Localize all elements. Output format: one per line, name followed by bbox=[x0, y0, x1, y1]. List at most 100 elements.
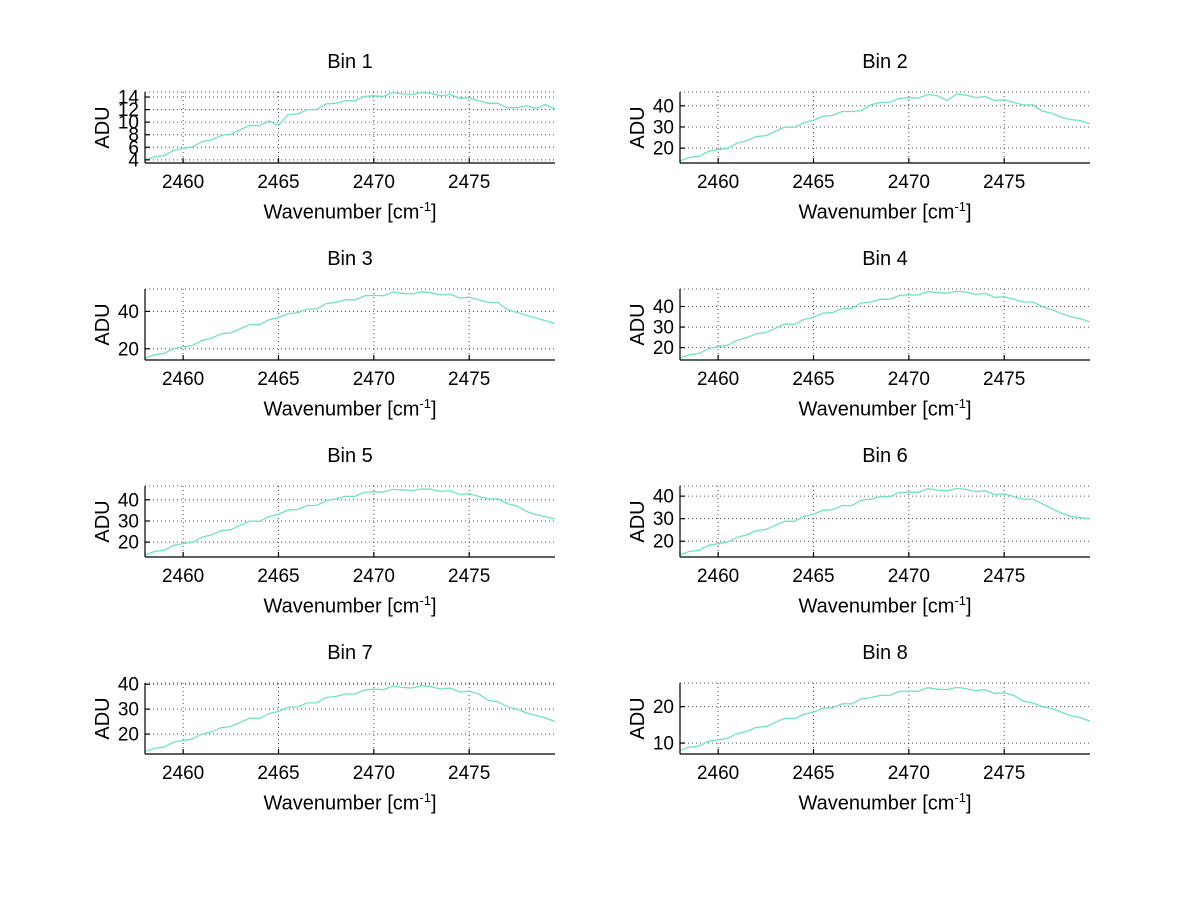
x-tick-label: 2465 bbox=[792, 369, 834, 390]
tick-labels: 2460 2465 2470 2475 10 20 bbox=[653, 697, 1025, 784]
subplot-bin-3: 2460 2465 2470 2475 20 40 Bin 3 ADU Wavenumbe… bbox=[0, 244, 600, 441]
x-axis-label-text: Wavenumber [cm bbox=[263, 595, 420, 618]
x-axis-label-text: Wavenumber [cm bbox=[798, 792, 955, 815]
y-tick-label: 30 bbox=[118, 511, 139, 532]
subplot-bin-2: 2460 2465 2470 2475 20 30 40 Bin 2 ADU Wavenum… bbox=[535, 47, 1135, 244]
x-tick-label: 2475 bbox=[983, 172, 1025, 193]
spectrum-line bbox=[680, 93, 1090, 162]
y-tick-label: 40 bbox=[653, 96, 674, 117]
spectrum-line bbox=[145, 685, 555, 753]
subplot-title: Bin 5 bbox=[327, 445, 373, 467]
grid-lines bbox=[145, 682, 555, 754]
x-axis-label: Wavenumber [cm-1] bbox=[145, 396, 555, 422]
y-tick-label: 12 bbox=[118, 100, 139, 121]
x-axis-label: Wavenumber [cm-1] bbox=[680, 396, 1090, 422]
y-axis-label: ADU bbox=[627, 106, 649, 149]
x-tick-label: 2460 bbox=[162, 172, 204, 193]
grid-lines bbox=[680, 682, 1090, 754]
x-axis-label-text: Wavenumber [cm bbox=[798, 398, 955, 421]
subplot-title: Bin 6 bbox=[862, 445, 908, 467]
subplot-bin-6: 2460 2465 2470 2475 20 30 40 Bin 6 ADU Wavenum… bbox=[535, 441, 1135, 638]
y-axis-label: ADU bbox=[92, 303, 114, 346]
y-tick-label: 30 bbox=[653, 509, 674, 530]
x-tick-label: 2475 bbox=[448, 763, 490, 784]
y-tick-label: 40 bbox=[118, 490, 139, 511]
x-tick-label: 2470 bbox=[353, 369, 395, 390]
x-axis-label-suffix: ] bbox=[965, 595, 972, 618]
y-axis-label: ADU bbox=[92, 697, 114, 740]
spectrum-line bbox=[145, 291, 555, 359]
y-tick-label: 10 bbox=[653, 734, 674, 755]
y-axis-label: ADU bbox=[627, 303, 649, 346]
y-axis-label: ADU bbox=[92, 106, 114, 149]
x-axis-label-superscript: -1 bbox=[419, 790, 431, 805]
y-tick-label: 20 bbox=[118, 533, 139, 554]
y-tick-label: 8 bbox=[128, 125, 139, 146]
subplot-bin-5: 2460 2465 2470 2475 20 30 40 Bin 5 ADU Wavenum… bbox=[0, 441, 600, 638]
x-axis-label-superscript: -1 bbox=[419, 396, 431, 411]
x-axis-label: Wavenumber [cm-1] bbox=[680, 199, 1090, 225]
subplot-bin-7: 2460 2465 2470 2475 20 30 40 Bin 7 ADU Wavenum… bbox=[0, 638, 600, 835]
y-tick-label: 30 bbox=[653, 117, 674, 138]
spectrum-line bbox=[680, 487, 1090, 556]
y-tick-label: 4 bbox=[128, 150, 139, 171]
x-axis-label-text: Wavenumber [cm bbox=[798, 201, 955, 224]
y-tick-label: 40 bbox=[118, 675, 139, 696]
x-tick-label: 2465 bbox=[257, 763, 299, 784]
y-axis-label: ADU bbox=[627, 500, 649, 543]
subplot-bin-4: 2460 2465 2470 2475 20 30 40 Bin 4 ADU Wavenum… bbox=[535, 244, 1135, 441]
tick-labels: 2460 2465 2470 2475 20 40 bbox=[118, 302, 490, 390]
x-axis-label-text: Wavenumber [cm bbox=[263, 398, 420, 421]
plot-canvas: 2460 2465 2470 2475 10 20 bbox=[653, 682, 1090, 784]
y-tick-label: 14 bbox=[118, 88, 140, 109]
x-axis-label: Wavenumber [cm-1] bbox=[145, 593, 555, 619]
x-tick-label: 2470 bbox=[888, 763, 930, 784]
subplot-title: Bin 2 bbox=[862, 51, 908, 73]
x-tick-label: 2475 bbox=[448, 566, 490, 587]
x-axis-label-text: Wavenumber [cm bbox=[798, 595, 955, 618]
x-tick-label: 2465 bbox=[257, 369, 299, 390]
axes bbox=[679, 486, 1090, 558]
x-tick-label: 2475 bbox=[448, 172, 490, 193]
y-tick-label: 40 bbox=[118, 302, 139, 323]
x-axis-label-text: Wavenumber [cm bbox=[263, 201, 420, 224]
spectrum-line bbox=[680, 686, 1090, 752]
x-axis-label-text: Wavenumber [cm bbox=[263, 792, 420, 815]
axes bbox=[679, 683, 1090, 755]
y-tick-label: 20 bbox=[653, 338, 674, 359]
x-tick-label: 2460 bbox=[697, 172, 739, 193]
x-tick-label: 2470 bbox=[888, 369, 930, 390]
x-axis-label-suffix: ] bbox=[965, 792, 972, 815]
x-tick-label: 2475 bbox=[983, 763, 1025, 784]
x-tick-label: 2470 bbox=[353, 763, 395, 784]
x-tick-label: 2475 bbox=[448, 369, 490, 390]
x-tick-label: 2460 bbox=[697, 566, 739, 587]
y-tick-label: 40 bbox=[653, 297, 674, 318]
subplot-bin-1: 2460 2465 2470 2475 4 6 8 10 12 14 Bin 1 ADU Wave… bbox=[0, 47, 600, 244]
axes bbox=[679, 92, 1090, 164]
axes bbox=[679, 289, 1090, 361]
spectrum-line bbox=[145, 92, 555, 161]
spectrum-line bbox=[680, 290, 1090, 359]
spectrum-line bbox=[145, 488, 555, 556]
subplot-title: Bin 4 bbox=[862, 248, 908, 270]
x-tick-label: 2465 bbox=[792, 172, 834, 193]
y-tick-label: 20 bbox=[118, 339, 139, 360]
subplot-title: Bin 7 bbox=[327, 642, 373, 664]
subplot-title: Bin 1 bbox=[327, 51, 373, 73]
y-tick-label: 40 bbox=[653, 487, 674, 508]
axes bbox=[144, 289, 555, 361]
grid-lines bbox=[145, 91, 555, 163]
x-axis-label-superscript: -1 bbox=[419, 593, 431, 608]
y-tick-label: 10 bbox=[118, 113, 139, 134]
subplot-title: Bin 3 bbox=[327, 248, 373, 270]
y-axis-label: ADU bbox=[627, 697, 649, 740]
x-tick-label: 2470 bbox=[353, 566, 395, 587]
subplot-title: Bin 8 bbox=[862, 642, 908, 664]
